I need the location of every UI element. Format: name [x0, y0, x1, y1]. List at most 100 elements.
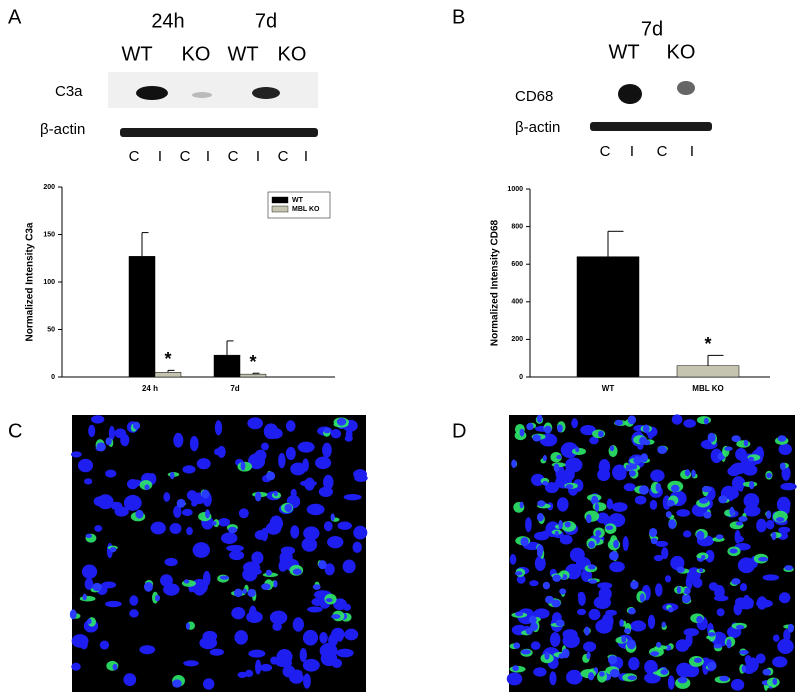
- nucleus: [594, 502, 599, 512]
- nucleus: [713, 595, 729, 602]
- nucleus: [231, 606, 246, 620]
- nucleus: [520, 537, 529, 547]
- nucleus: [588, 540, 596, 549]
- nucleus: [290, 525, 300, 539]
- nucleus: [595, 619, 613, 634]
- nucleus: [583, 641, 597, 652]
- y-tick-label: 0: [519, 374, 523, 381]
- lane-label: I: [690, 143, 694, 160]
- nucleus: [337, 521, 352, 530]
- nucleus: [779, 462, 786, 471]
- nucleus: [729, 463, 748, 475]
- lane-label: C: [278, 148, 289, 165]
- genotype: WT: [227, 43, 258, 65]
- nucleus: [516, 575, 526, 584]
- nucleus: [323, 427, 331, 434]
- nucleus: [81, 564, 98, 579]
- nucleus: [143, 581, 153, 592]
- nucleus: [93, 496, 108, 507]
- nucleus: [634, 495, 647, 505]
- nucleus: [183, 579, 190, 584]
- panel-label: D: [452, 420, 466, 442]
- nucleus: [191, 500, 198, 507]
- nucleus: [87, 618, 92, 625]
- nucleus: [719, 675, 730, 682]
- nucleus: [525, 517, 532, 533]
- nucleus: [247, 417, 264, 430]
- nucleus: [525, 627, 533, 635]
- nucleus: [628, 657, 640, 671]
- nucleus: [169, 523, 182, 534]
- nucleus: [599, 671, 605, 677]
- nucleus: [533, 608, 550, 619]
- micrograph: [69, 415, 368, 692]
- nucleus: [528, 615, 537, 624]
- nucleus: [564, 457, 583, 473]
- annotation: *: [704, 334, 711, 354]
- nucleus: [173, 432, 184, 448]
- nucleus: [741, 665, 747, 673]
- nucleus: [755, 653, 766, 664]
- nucleus: [183, 660, 199, 667]
- blot-row-label: β-actin: [40, 121, 85, 138]
- annotation: *: [164, 349, 171, 369]
- micrograph: [506, 414, 797, 692]
- panel-label: B: [452, 6, 465, 28]
- nucleus: [627, 675, 637, 681]
- nucleus: [628, 607, 636, 615]
- nucleus: [201, 489, 210, 499]
- nucleus: [609, 668, 620, 678]
- nucleus: [92, 582, 102, 592]
- nucleus: [715, 534, 724, 540]
- nucleus: [787, 623, 794, 633]
- nucleus: [96, 442, 106, 452]
- nucleus: [172, 679, 182, 688]
- nucleus: [554, 530, 559, 536]
- nucleus: [783, 628, 791, 642]
- y-tick-label: 150: [43, 231, 55, 238]
- nucleus: [578, 592, 586, 606]
- nucleus: [739, 650, 749, 655]
- nucleus: [597, 430, 604, 438]
- lane-label: C: [600, 143, 611, 160]
- nucleus: [560, 442, 579, 458]
- nucleus: [584, 626, 590, 636]
- nucleus: [765, 519, 775, 530]
- nucleus: [778, 443, 792, 456]
- bar: [128, 256, 156, 378]
- nucleus: [542, 480, 548, 486]
- nucleus: [251, 551, 264, 565]
- nucleus: [622, 536, 629, 551]
- nucleus: [683, 587, 691, 595]
- nucleus: [743, 505, 761, 517]
- nucleus: [666, 499, 675, 507]
- nucleus: [633, 456, 642, 465]
- nucleus: [315, 456, 332, 470]
- nucleus: [512, 665, 519, 672]
- genotype: WT: [121, 43, 152, 65]
- nucleus: [328, 633, 339, 647]
- nucleus: [611, 502, 628, 512]
- nucleus: [564, 521, 571, 528]
- nucleus: [228, 526, 238, 534]
- nucleus: [657, 445, 668, 454]
- nucleus: [536, 544, 544, 555]
- nucleus: [260, 442, 270, 451]
- nucleus: [650, 651, 660, 657]
- nucleus: [327, 535, 344, 549]
- nucleus: [718, 495, 728, 504]
- nucleus: [164, 557, 178, 567]
- nucleus: [606, 498, 614, 510]
- lane-label: C: [228, 148, 239, 165]
- nucleus: [205, 509, 210, 519]
- nucleus: [189, 435, 199, 452]
- nucleus: [265, 471, 276, 481]
- lane-label: C: [129, 148, 140, 165]
- nucleus: [661, 547, 669, 560]
- nucleus: [324, 563, 335, 576]
- nucleus: [229, 550, 245, 561]
- nucleus: [209, 648, 224, 656]
- y-axis-label: Normalized Intensity C3a: [25, 222, 36, 341]
- nucleus: [519, 501, 524, 509]
- nucleus: [743, 439, 749, 447]
